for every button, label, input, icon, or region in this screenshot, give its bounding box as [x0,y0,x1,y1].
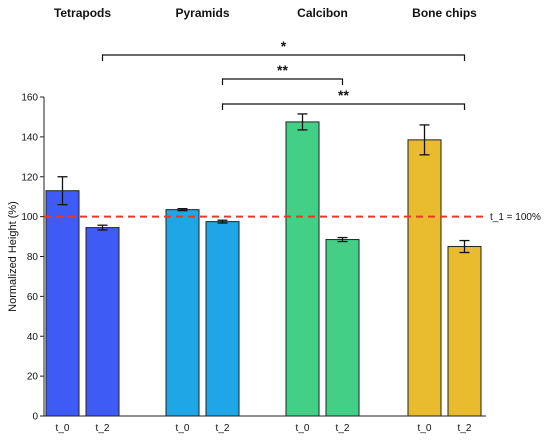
group-title: Bone chips [412,6,477,20]
y-tick-label: 80 [27,252,39,263]
x-tick-label: t_0 [176,423,190,434]
significance-bracket: ** [221,62,344,85]
bar [285,121,320,417]
bar [165,209,200,417]
y-tick-label: 100 [21,212,38,223]
bar-group-2: t_0 t_2 [285,113,360,434]
bar-group-3: t_0 t_2 [407,124,482,434]
bar [407,139,442,417]
y-tick-label: 140 [21,132,38,143]
bar [85,227,120,417]
y-tick-label: 20 [27,372,39,383]
y-tick-label: 60 [27,292,39,303]
significance-bracket: ** [221,87,466,110]
y-tick-label: 40 [27,332,39,343]
bracket-line [221,78,344,85]
x-tick-label: t_2 [336,423,350,434]
y-axis-label: Normalized Height (%) [7,201,19,312]
bar-group-1: t_0 t_2 [165,207,240,434]
significance-bracket: * [101,38,466,61]
x-tick-label: t_2 [458,423,472,434]
y-tick-label: 0 [32,412,38,423]
bracket-line [221,103,466,110]
bracket-line [101,54,466,61]
bar-group-0: t_0 t_2 [45,176,120,434]
group-title: Calcibon [297,6,348,20]
bar [325,239,360,417]
significance-label: * [281,38,287,54]
significance-label: ** [338,87,349,103]
group-title: Pyramids [175,6,229,20]
group-title: Tetrapods [54,6,111,20]
x-tick-label: t_2 [96,423,110,434]
y-tick-label: 120 [21,172,38,183]
x-tick-label: t_2 [216,423,230,434]
significance-label: ** [277,62,288,78]
reference-line-label: t_1 = 100% [490,212,541,223]
x-tick-label: t_0 [56,423,70,434]
x-tick-label: t_0 [296,423,310,434]
bar [447,246,482,417]
bar [45,190,80,417]
y-tick-label: 160 [21,93,38,104]
bar [205,221,240,417]
x-tick-label: t_0 [418,423,432,434]
